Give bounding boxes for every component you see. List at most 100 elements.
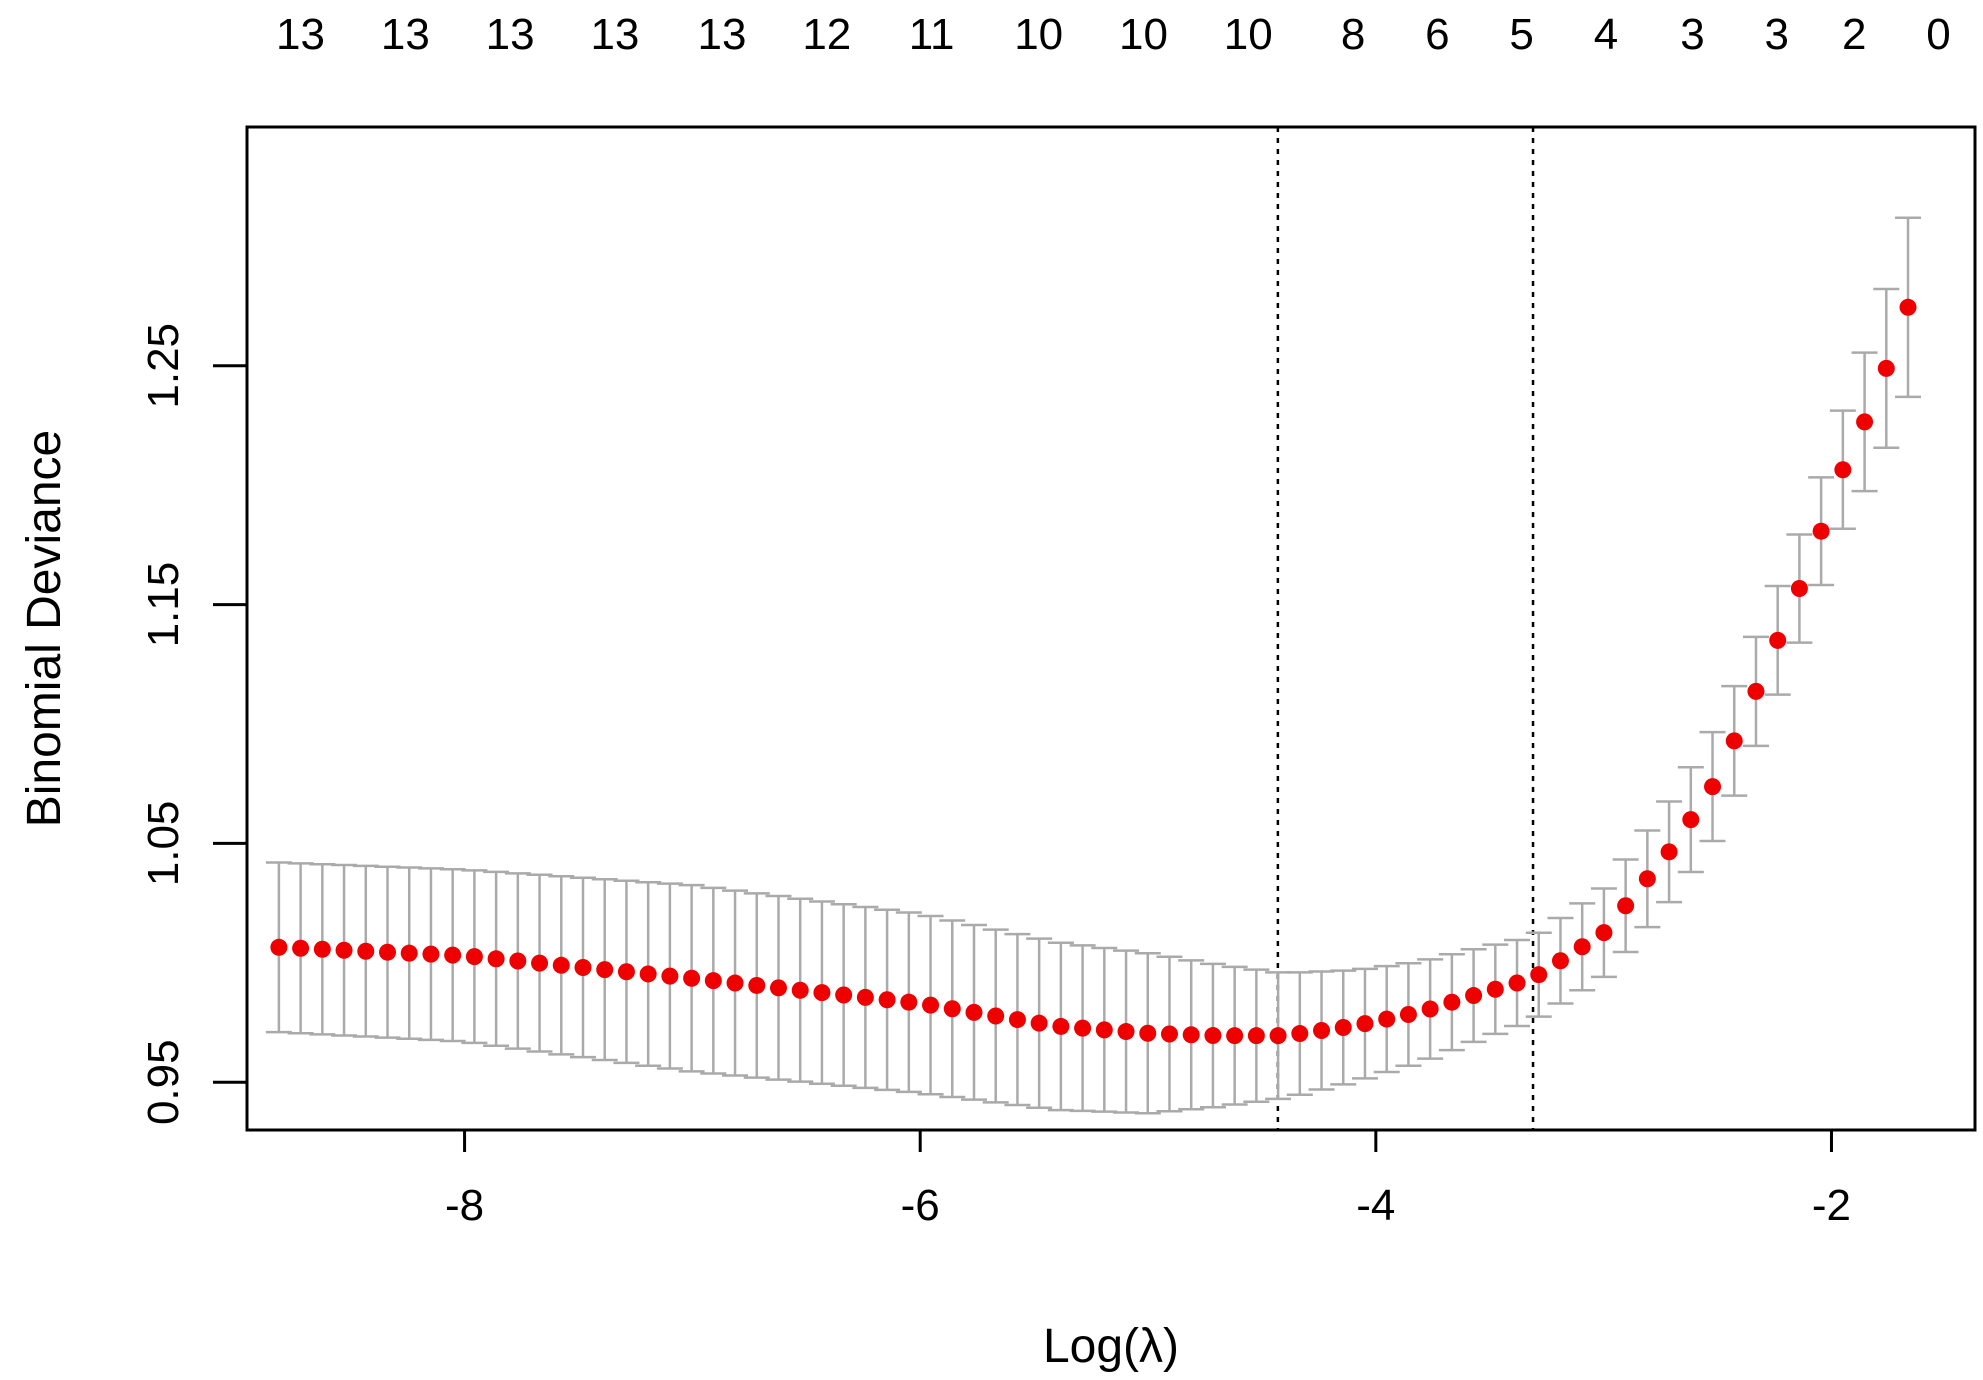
x-tick-label: -4 (1356, 1181, 1395, 1230)
data-point (1508, 974, 1526, 992)
data-point (1095, 1021, 1113, 1039)
data-point (335, 941, 353, 959)
data-point (900, 993, 918, 1011)
top-axis-label: 13 (486, 10, 535, 59)
top-axis-label: 13 (698, 10, 747, 59)
data-point (1247, 1027, 1265, 1045)
data-point (1660, 843, 1678, 861)
data-point (1725, 732, 1743, 750)
data-point (835, 986, 853, 1004)
data-point (1204, 1027, 1222, 1045)
data-point (1551, 952, 1569, 970)
data-point (1074, 1019, 1092, 1037)
data-point (531, 954, 549, 972)
data-point (1704, 778, 1722, 796)
data-point (596, 961, 614, 979)
x-tick-label: -2 (1812, 1181, 1851, 1230)
top-axis-label: 3 (1765, 10, 1789, 59)
data-point (1747, 682, 1765, 700)
data-point (1486, 980, 1504, 998)
data-point (1638, 870, 1656, 888)
x-axis-title: Log(λ) (1043, 1320, 1179, 1373)
data-point (856, 988, 874, 1006)
x-tick-label: -8 (445, 1181, 484, 1230)
data-point (1313, 1022, 1331, 1040)
data-point (1378, 1010, 1396, 1028)
data-point (1334, 1018, 1352, 1036)
data-point (943, 1000, 961, 1018)
data-point (270, 938, 288, 956)
data-point (726, 974, 744, 992)
data-point (1877, 359, 1895, 377)
data-point (617, 963, 635, 981)
data-point (1399, 1006, 1417, 1024)
y-tick-label: 1.15 (139, 562, 188, 648)
plot-frame (245, 125, 1977, 1132)
top-axis-label: 5 (1509, 10, 1533, 59)
data-point (1421, 1000, 1439, 1018)
data-point (1812, 522, 1830, 540)
data-point (683, 969, 701, 987)
data-point (487, 950, 505, 968)
top-axis-label: 10 (1224, 10, 1273, 59)
data-point (1617, 897, 1635, 915)
y-axis-title: Binomial Deviance (18, 430, 71, 828)
data-point (1682, 811, 1700, 829)
data-point (357, 942, 375, 960)
data-point (987, 1007, 1005, 1025)
y-tick-label: 0.95 (139, 1039, 188, 1125)
data-point (1530, 966, 1548, 984)
data-point (1139, 1024, 1157, 1042)
data-point (400, 944, 418, 962)
data-point (1834, 461, 1852, 479)
data-point (444, 946, 462, 964)
data-point (1030, 1014, 1048, 1032)
x-tick-label: -6 (901, 1181, 940, 1230)
data-point (878, 991, 896, 1009)
top-axis-label: 2 (1842, 10, 1866, 59)
data-point (379, 943, 397, 961)
y-axis: 0.95 1.05 1.15 1.25 (139, 323, 247, 1125)
data-point (292, 939, 310, 957)
y-tick-label: 1.05 (139, 801, 188, 887)
data-point (639, 965, 657, 983)
data-point (661, 967, 679, 985)
error-bars (265, 216, 1922, 1115)
data-point (704, 972, 722, 990)
top-axis-label: 4 (1594, 10, 1618, 59)
data-point (1356, 1015, 1374, 1033)
data-point (791, 981, 809, 999)
data-point (1443, 993, 1461, 1011)
data-point (509, 952, 527, 970)
data-point (313, 940, 331, 958)
x-axis: -8 -6 -4 -2 (445, 1130, 1851, 1230)
data-point (574, 958, 592, 976)
data-point (465, 948, 483, 966)
data-point (1008, 1011, 1026, 1029)
data-point (1182, 1026, 1200, 1044)
top-axis-label: 11 (909, 10, 955, 59)
data-point (965, 1003, 983, 1021)
data-point (1573, 938, 1591, 956)
data-point (1117, 1023, 1135, 1041)
data-point (1226, 1027, 1244, 1045)
data-point (552, 956, 570, 974)
top-axis-label: 10 (1119, 10, 1168, 59)
y-tick-label: 1.25 (139, 323, 188, 409)
data-point (748, 976, 766, 994)
data-point (1052, 1017, 1070, 1035)
data-point (1790, 580, 1808, 598)
data-point (1269, 1027, 1287, 1045)
top-axis-label: 6 (1425, 10, 1449, 59)
top-axis-label: 8 (1341, 10, 1365, 59)
data-point (1856, 413, 1874, 431)
top-axis-label: 10 (1014, 10, 1063, 59)
data-point (1160, 1025, 1178, 1043)
top-axis-labels: 13 13 13 13 13 12 11 10 10 10 8 6 5 4 3 3 2 0 (276, 10, 1951, 59)
data-point (1291, 1025, 1309, 1043)
data-point (1899, 298, 1917, 316)
lambda-reference-lines (1276, 127, 1535, 1130)
data-point (422, 945, 440, 963)
